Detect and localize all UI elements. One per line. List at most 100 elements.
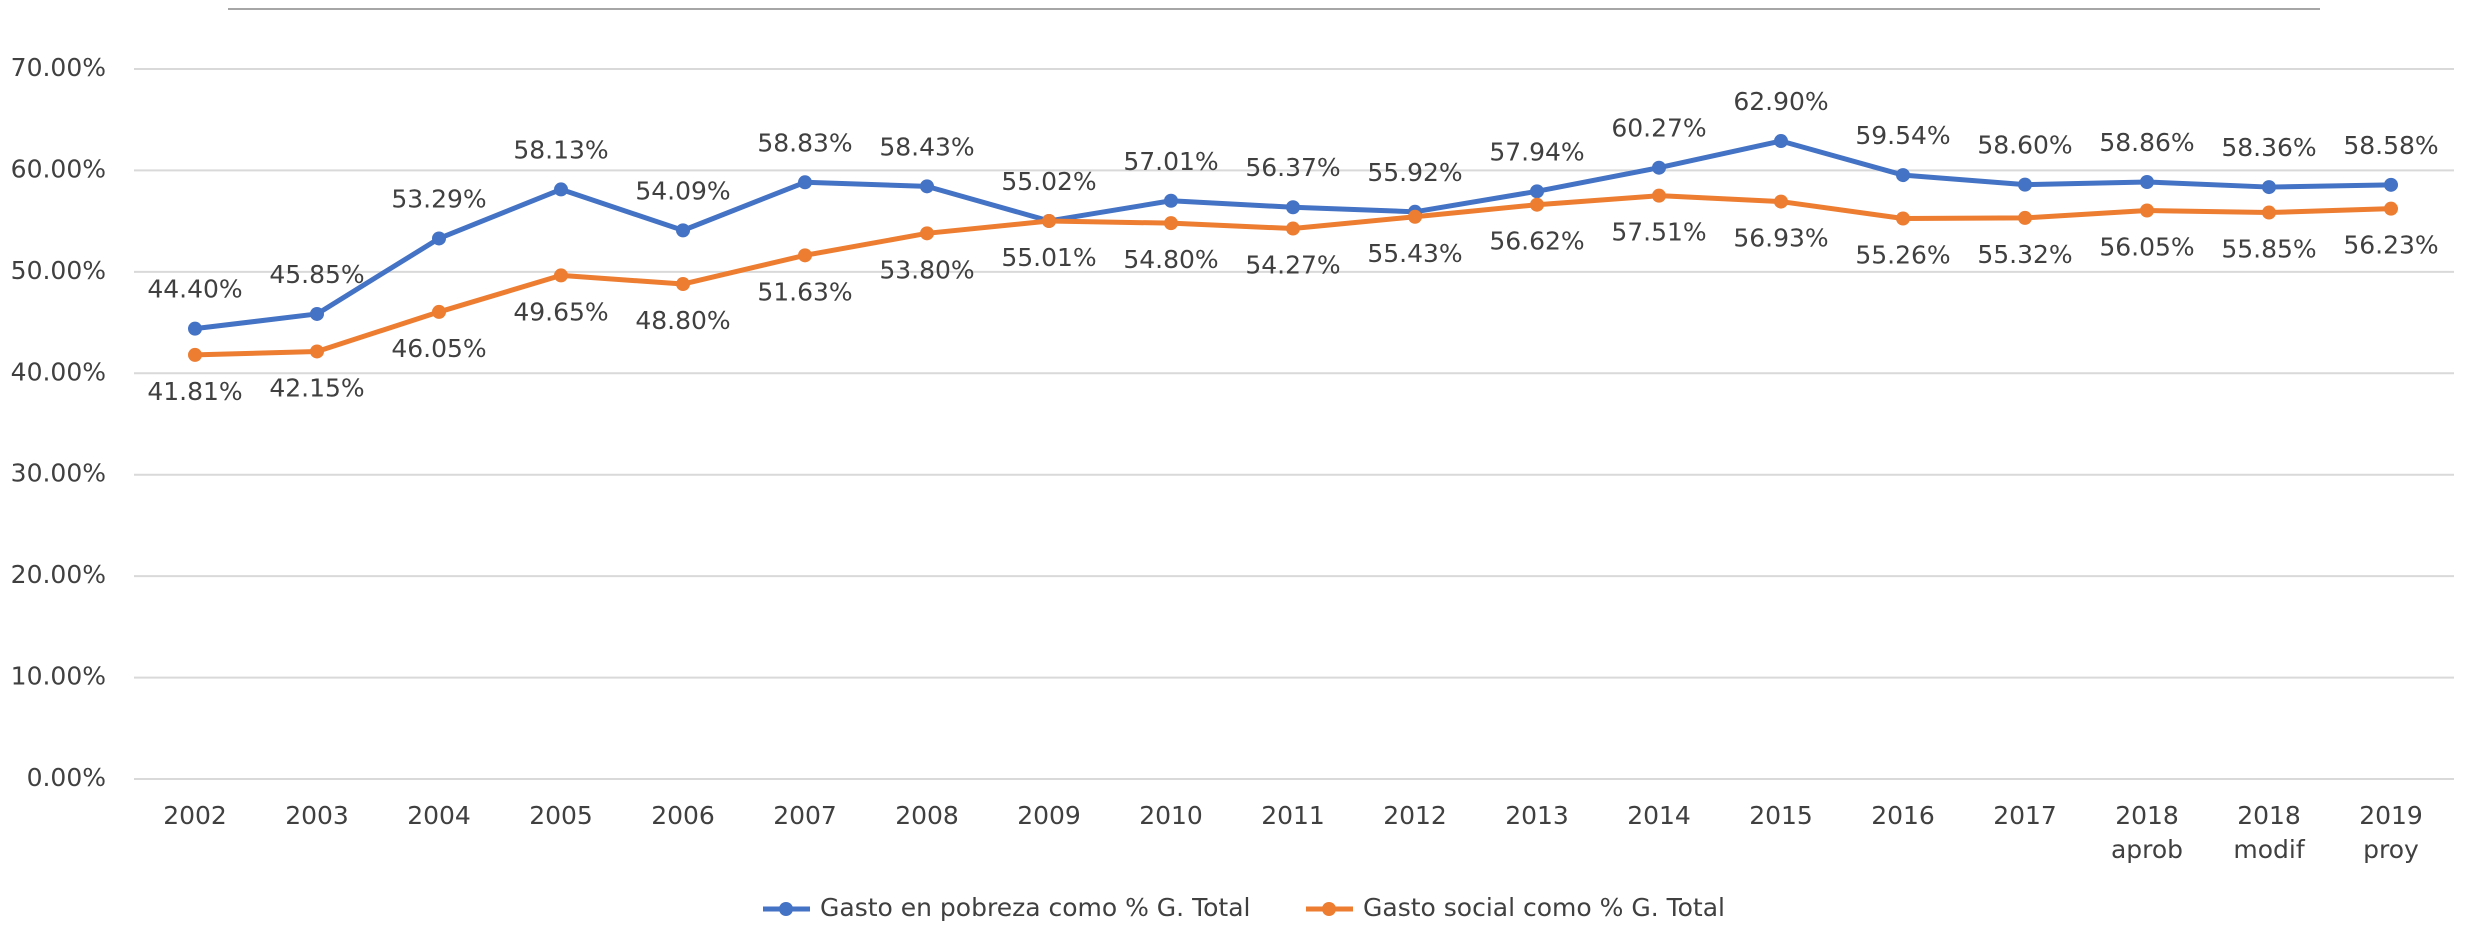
data-point [2018,177,2032,192]
data-label: 58.13% [513,135,608,164]
x-tick-label: 2009 [1017,801,1081,830]
data-label: 56.23% [2343,231,2438,260]
legend-label: Gasto en pobreza como % G. Total [820,893,1250,922]
data-point [432,231,446,246]
data-label: 56.62% [1489,227,1584,256]
y-tick-label: 10.00% [11,662,106,691]
data-label: 53.29% [391,184,486,213]
data-label: 44.40% [147,275,242,304]
data-label: 54.09% [635,176,730,205]
data-label: 57.01% [1123,147,1218,176]
data-point [310,344,324,359]
data-point [1896,168,1910,183]
data-label: 56.37% [1245,153,1340,182]
data-label: 58.86% [2099,128,2194,157]
data-point [676,223,690,238]
x-tick-label: 2017 [1993,801,2057,830]
x-tick-label: 2007 [773,801,837,830]
data-label: 51.63% [757,277,852,306]
legend-marker [1322,902,1336,916]
data-point [1164,193,1178,208]
data-label: 55.43% [1367,239,1462,268]
y-tick-label: 50.00% [11,256,106,285]
data-label: 56.05% [2099,232,2194,261]
data-point [1774,194,1788,209]
data-point [2262,205,2276,220]
data-label: 60.27% [1611,114,1706,143]
data-point [1408,209,1422,224]
data-point [920,179,934,194]
y-tick-label: 60.00% [11,154,106,183]
x-tick-label: 2002 [163,801,227,830]
data-label: 55.26% [1855,241,1950,270]
x-tick-label: 2014 [1627,801,1691,830]
data-label: 48.80% [635,306,730,335]
x-tick-label: 2006 [651,801,715,830]
data-point [1164,216,1178,231]
x-tick-label: 2005 [529,801,593,830]
data-label: 58.60% [1977,131,2072,160]
data-label: 56.93% [1733,224,1828,253]
x-tick-label: 2003 [285,801,349,830]
data-label: 42.15% [269,373,364,402]
data-label: 58.36% [2221,133,2316,162]
x-tick-label: 2010 [1139,801,1203,830]
y-tick-label: 40.00% [11,357,106,386]
data-point [798,175,812,190]
data-label: 46.05% [391,334,486,363]
data-point [2018,210,2032,225]
data-point [1042,214,1056,229]
data-label: 57.51% [1611,218,1706,247]
x-tick-label: 2016 [1871,801,1935,830]
data-point [1530,197,1544,212]
data-point [2384,201,2398,216]
x-tick-label: 2012 [1383,801,1447,830]
data-point [1286,221,1300,236]
x-tick-label: 2008 [895,801,959,830]
data-point [310,306,324,321]
data-point [1652,160,1666,175]
y-tick-label: 20.00% [11,560,106,589]
data-point [1530,184,1544,199]
data-label: 54.80% [1123,245,1218,274]
data-point [1652,188,1666,203]
legend-label: Gasto social como % G. Total [1363,893,1725,922]
y-tick-label: 0.00% [27,763,106,792]
x-tick-label: 2019 proy [2359,801,2423,864]
data-point [554,182,568,197]
x-tick-label: 2015 [1749,801,1813,830]
data-label: 55.92% [1367,158,1462,187]
x-tick-label: 2018 modif [2233,801,2305,864]
data-point [2262,180,2276,195]
x-tick-label: 2018 aprob [2111,801,2183,864]
x-tick-label: 2013 [1505,801,1569,830]
data-point [920,226,934,241]
data-point [188,321,202,336]
data-label: 62.90% [1733,87,1828,116]
data-label: 55.85% [2221,235,2316,264]
data-label: 59.54% [1855,121,1950,150]
data-point [554,268,568,283]
y-tick-label: 30.00% [11,459,106,488]
x-tick-label: 2004 [407,801,471,830]
data-point [2140,203,2154,218]
data-label: 58.43% [879,132,974,161]
data-point [1896,211,1910,226]
data-label: 41.81% [147,377,242,406]
data-label: 54.27% [1245,251,1340,280]
data-point [676,277,690,292]
data-label: 45.85% [269,260,364,289]
data-label: 58.83% [757,128,852,157]
data-point [432,304,446,319]
data-point [188,347,202,362]
data-point [1286,200,1300,215]
data-label: 58.58% [2343,131,2438,160]
data-label: 55.32% [1977,240,2072,269]
y-tick-label: 70.00% [11,53,106,82]
data-point [798,248,812,263]
data-point [2140,174,2154,189]
x-tick-label: 2011 [1261,801,1325,830]
data-point [2384,177,2398,192]
data-point [1774,134,1788,149]
